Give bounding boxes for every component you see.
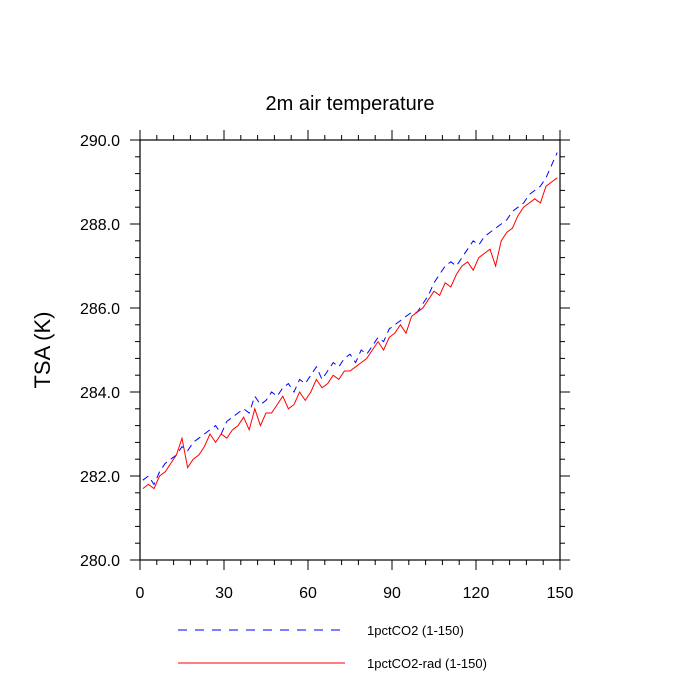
x-tick-label: 90 <box>383 585 401 602</box>
x-tick-label: 120 <box>463 585 490 602</box>
x-tick-label: 150 <box>547 585 574 602</box>
chart-title: 2m air temperature <box>266 93 435 115</box>
y-axis-label: TSA (K) <box>30 311 55 388</box>
plot-frame <box>139 139 561 561</box>
y-tick-label: 282.0 <box>80 469 120 486</box>
x-tick-label: 60 <box>299 585 317 602</box>
legend-label-1: 1pctCO2 (1-150) <box>367 623 464 638</box>
series-line-1 <box>142 152 558 486</box>
legend: 1pctCO2 (1-150) 1pctCO2-rad (1-150) <box>178 623 487 671</box>
plot-area <box>142 152 558 490</box>
x-tick-label: 30 <box>215 585 233 602</box>
y-tick-label: 286.0 <box>80 301 120 318</box>
axes: 0 30 60 90 120 150 280.0 282.0 284.0 286.0 288.0 29… <box>80 130 573 602</box>
legend-label-2: 1pctCO2-rad (1-150) <box>367 656 487 671</box>
y-tick-label: 288.0 <box>80 217 120 234</box>
y-tick-label: 290.0 <box>80 133 120 150</box>
x-tick-label: 0 <box>136 585 145 602</box>
y-tick-label: 284.0 <box>80 385 120 402</box>
series-line-2 <box>142 177 558 490</box>
y-tick-label: 280.0 <box>80 553 120 570</box>
